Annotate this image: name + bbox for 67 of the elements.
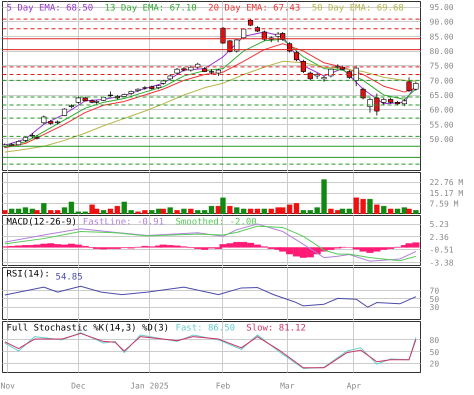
bar	[188, 208, 194, 214]
y-tick-label: -0.51	[430, 246, 454, 255]
bar	[406, 208, 412, 214]
x-tick-label: Dec	[71, 382, 86, 390]
y-tick-label: 75.00	[430, 62, 454, 71]
y-tick-label: 15.17 M	[430, 188, 464, 198]
bar	[174, 210, 180, 214]
bar	[381, 206, 386, 214]
y-tick-label: 65.00	[430, 91, 454, 100]
x-tick-label: Feb	[216, 382, 230, 390]
candlestick	[294, 50, 300, 62]
y-tick-label: 85.00	[430, 32, 454, 42]
y-tick-label: 90.00	[430, 18, 454, 27]
y-tick-label: 70	[430, 286, 440, 296]
y-tick-label: 70.00	[430, 76, 454, 86]
bar	[2, 210, 8, 214]
y-tick-label: 5.23	[430, 220, 449, 230]
bar	[41, 203, 47, 214]
chart-title: Full Stochastic %K(14,3) %D(3)	[6, 324, 170, 334]
series-label: Fast: 86.50	[175, 324, 236, 334]
x-tick-label: Mar	[280, 382, 295, 390]
series-label: Slow: 81.12	[246, 324, 306, 334]
y-tick-label: 7.59 M	[430, 199, 459, 208]
series-label: Smoothed: -2.00	[175, 218, 257, 228]
candlestick	[360, 87, 366, 100]
text: 5 Day EMA: 68.50	[6, 4, 94, 14]
y-tick-label: 55.00	[430, 120, 454, 130]
y-tick-label: 2.36	[430, 232, 449, 242]
y-tick-label: 22.76 M	[430, 178, 464, 188]
series-label: FastLine: -0.91	[82, 218, 164, 228]
bar	[227, 206, 233, 214]
bar	[220, 198, 226, 214]
y-tick-label: 50	[430, 294, 440, 304]
bar	[413, 210, 419, 214]
bar	[167, 207, 173, 214]
y-tick-label: 50.00	[430, 134, 454, 144]
bar	[388, 208, 394, 214]
chart-title: MACD(12-26-9)	[6, 218, 77, 228]
x-tick-label: Apr	[346, 382, 362, 390]
candlestick	[208, 68, 214, 75]
x-tick-label: Nov	[0, 382, 16, 390]
text: 50 Day EMA: 69.68	[312, 4, 404, 14]
y-tick-label: 95.00	[430, 3, 454, 12]
y-tick-label: 80.00	[430, 47, 454, 56]
text: 20 Day EMA: 67.43	[208, 4, 300, 14]
series-label: 54.85	[56, 272, 83, 282]
y-tick-label: 20	[430, 360, 440, 369]
bar	[374, 204, 380, 214]
y-tick-label: 30	[430, 303, 440, 312]
y-tick-label: 60.00	[430, 106, 454, 115]
bar	[34, 210, 40, 214]
bar	[367, 198, 373, 214]
y-tick-label: 80	[430, 336, 440, 345]
bar	[100, 210, 106, 214]
bar	[160, 208, 166, 214]
candlestick	[241, 28, 246, 40]
line-series	[4, 60, 416, 153]
y-tick-label: 50	[430, 348, 440, 357]
text: 13 Day EMA: 67.10	[104, 4, 197, 14]
y-tick-label: -3.38	[430, 258, 454, 268]
candlestick	[300, 59, 306, 74]
chart-title: RSI(14):	[6, 270, 50, 280]
bar	[262, 208, 267, 214]
candlestick	[406, 77, 412, 92]
x-tick-label: Jan 2025	[130, 382, 169, 390]
bar	[181, 208, 187, 214]
line-series	[4, 286, 416, 308]
